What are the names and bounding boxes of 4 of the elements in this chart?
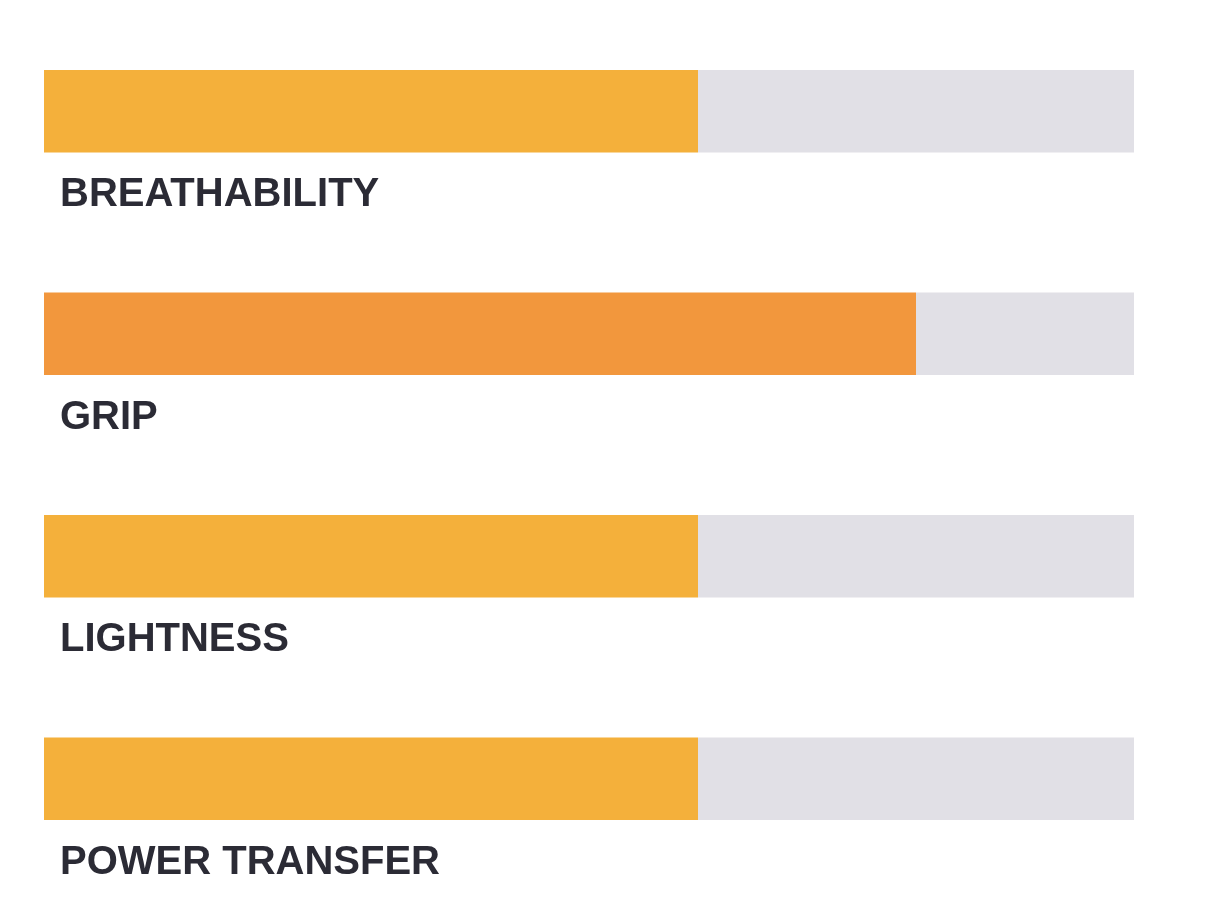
y-tick-label: POWER TRANSFER [60, 837, 441, 882]
y-tick-label: BREATHABILITY [60, 170, 380, 215]
y-tick-label: LIGHTNESS [60, 615, 289, 660]
y-tick-label: GRIP [60, 392, 158, 437]
